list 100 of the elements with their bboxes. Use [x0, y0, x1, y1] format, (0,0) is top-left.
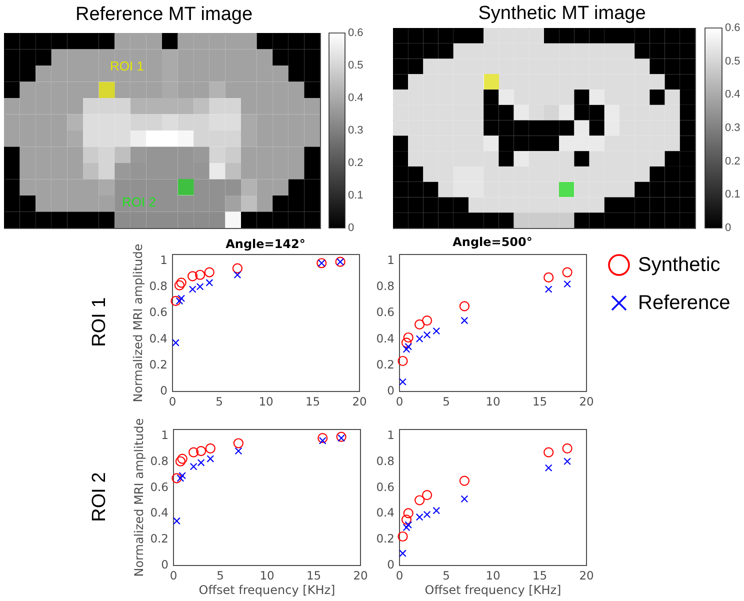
y-tick-label: 0.2 [150, 532, 168, 546]
x-tick-label: 0 [396, 394, 404, 408]
point [172, 473, 182, 484]
point [544, 286, 552, 293]
point [460, 316, 468, 324]
point [414, 495, 425, 506]
color-bar-label: 0.2 [725, 155, 740, 168]
color-bar-label: 0 [725, 222, 732, 234]
point [178, 472, 186, 480]
point [174, 280, 185, 290]
y-tick-label: 0.8 [150, 454, 168, 468]
point [414, 319, 425, 330]
point [459, 476, 470, 486]
point [404, 342, 412, 350]
y-tick-label: 0.8 [149, 279, 168, 294]
x-tick-label: 20 [352, 394, 367, 408]
point [204, 267, 214, 278]
color-bar-label: 0.2 [348, 157, 364, 169]
x-tick-label: 10 [258, 394, 274, 408]
x-tick-label: 10 [486, 394, 500, 408]
color-bar-label: 0.3 [348, 124, 364, 136]
x-tick-label: 5 [442, 394, 450, 408]
point [460, 495, 468, 503]
y-axis-title: Normalized MRI amplitude [132, 418, 146, 577]
point [173, 517, 180, 525]
color-bar-label: 0.5 [348, 60, 364, 72]
y-tick-label: 0.4 [149, 331, 168, 346]
text: ROI 1 [89, 297, 111, 347]
y-tick-label: 0.2 [149, 357, 168, 372]
point [402, 346, 410, 353]
point [401, 338, 412, 348]
point [188, 447, 199, 458]
point [399, 378, 406, 386]
chart-title: Synthetic MT image [478, 3, 646, 24]
x-axis-title: Offset frequency [KHz] [198, 583, 336, 597]
y-tick-label: 0.2 [376, 357, 394, 372]
point [564, 280, 571, 288]
y-tick-label: 0.6 [376, 480, 394, 494]
y-tick-label: 0 [387, 384, 394, 398]
x-tick-label: 15 [532, 394, 548, 408]
y-tick-label: 0.8 [376, 279, 394, 294]
y-tick-label: 0 [161, 558, 168, 572]
point [423, 331, 431, 339]
legend-label: Reference [638, 292, 730, 314]
point [432, 327, 440, 335]
point [206, 279, 214, 286]
point [196, 446, 206, 456]
x-tick-label: 20 [579, 568, 594, 582]
y-tick-label: 0 [160, 384, 168, 398]
color-bar-label: 0.6 [725, 22, 740, 34]
point [402, 524, 410, 532]
point [176, 297, 184, 305]
color-bar-label: 0.1 [348, 190, 364, 202]
point [176, 278, 186, 288]
x-tick-label: 15 [305, 394, 320, 408]
legend-label: Synthetic [638, 254, 720, 276]
point [234, 271, 242, 279]
color-bar-label: 0.5 [725, 55, 740, 68]
point [544, 272, 554, 283]
point [459, 301, 470, 312]
color-bar-label: 0.6 [348, 27, 364, 39]
chart-title: Angle=142° [226, 237, 306, 252]
x-tick-label: 5 [216, 394, 223, 408]
y-tick-label: 1 [160, 253, 168, 268]
point [336, 432, 346, 442]
point [398, 356, 408, 366]
x-tick-label: 15 [532, 568, 548, 582]
point [399, 550, 406, 558]
x-tick-label: 20 [579, 394, 594, 408]
point [403, 332, 414, 343]
color-bar-label: 0 [348, 222, 354, 234]
y-tick-label: 0.6 [150, 480, 168, 494]
point [233, 438, 244, 448]
y-tick-label: 0.8 [376, 454, 394, 468]
point [190, 462, 198, 470]
y-tick-label: 0.4 [376, 331, 394, 346]
x-tick-label: 10 [486, 568, 500, 582]
color-bar-label: 0.4 [348, 92, 364, 104]
x-tick-label: 5 [442, 568, 450, 582]
point [175, 456, 186, 466]
x-tick-label: 0 [396, 568, 404, 582]
point [178, 294, 186, 302]
chart-title: Angle=500° [452, 235, 532, 249]
point [318, 433, 328, 444]
point [176, 474, 184, 482]
y-tick-label: 1 [387, 428, 394, 442]
x-axis-title: Offset frequency [KHz] [424, 583, 562, 597]
point [177, 454, 188, 464]
y-tick-label: 0.2 [376, 532, 394, 546]
x-tick-label: 0 [170, 568, 178, 582]
annotation: ROI 1 [110, 58, 144, 74]
point [422, 316, 432, 326]
point [188, 271, 198, 282]
point [544, 447, 554, 458]
color-bar-label: 0.3 [725, 122, 740, 134]
y-tick-label: 0.4 [376, 506, 394, 520]
x-tick-label: 10 [260, 568, 274, 582]
chart-title: Reference MT image [75, 4, 253, 25]
text: ROI 2 [89, 472, 111, 522]
x-tick-label: 15 [306, 568, 322, 582]
